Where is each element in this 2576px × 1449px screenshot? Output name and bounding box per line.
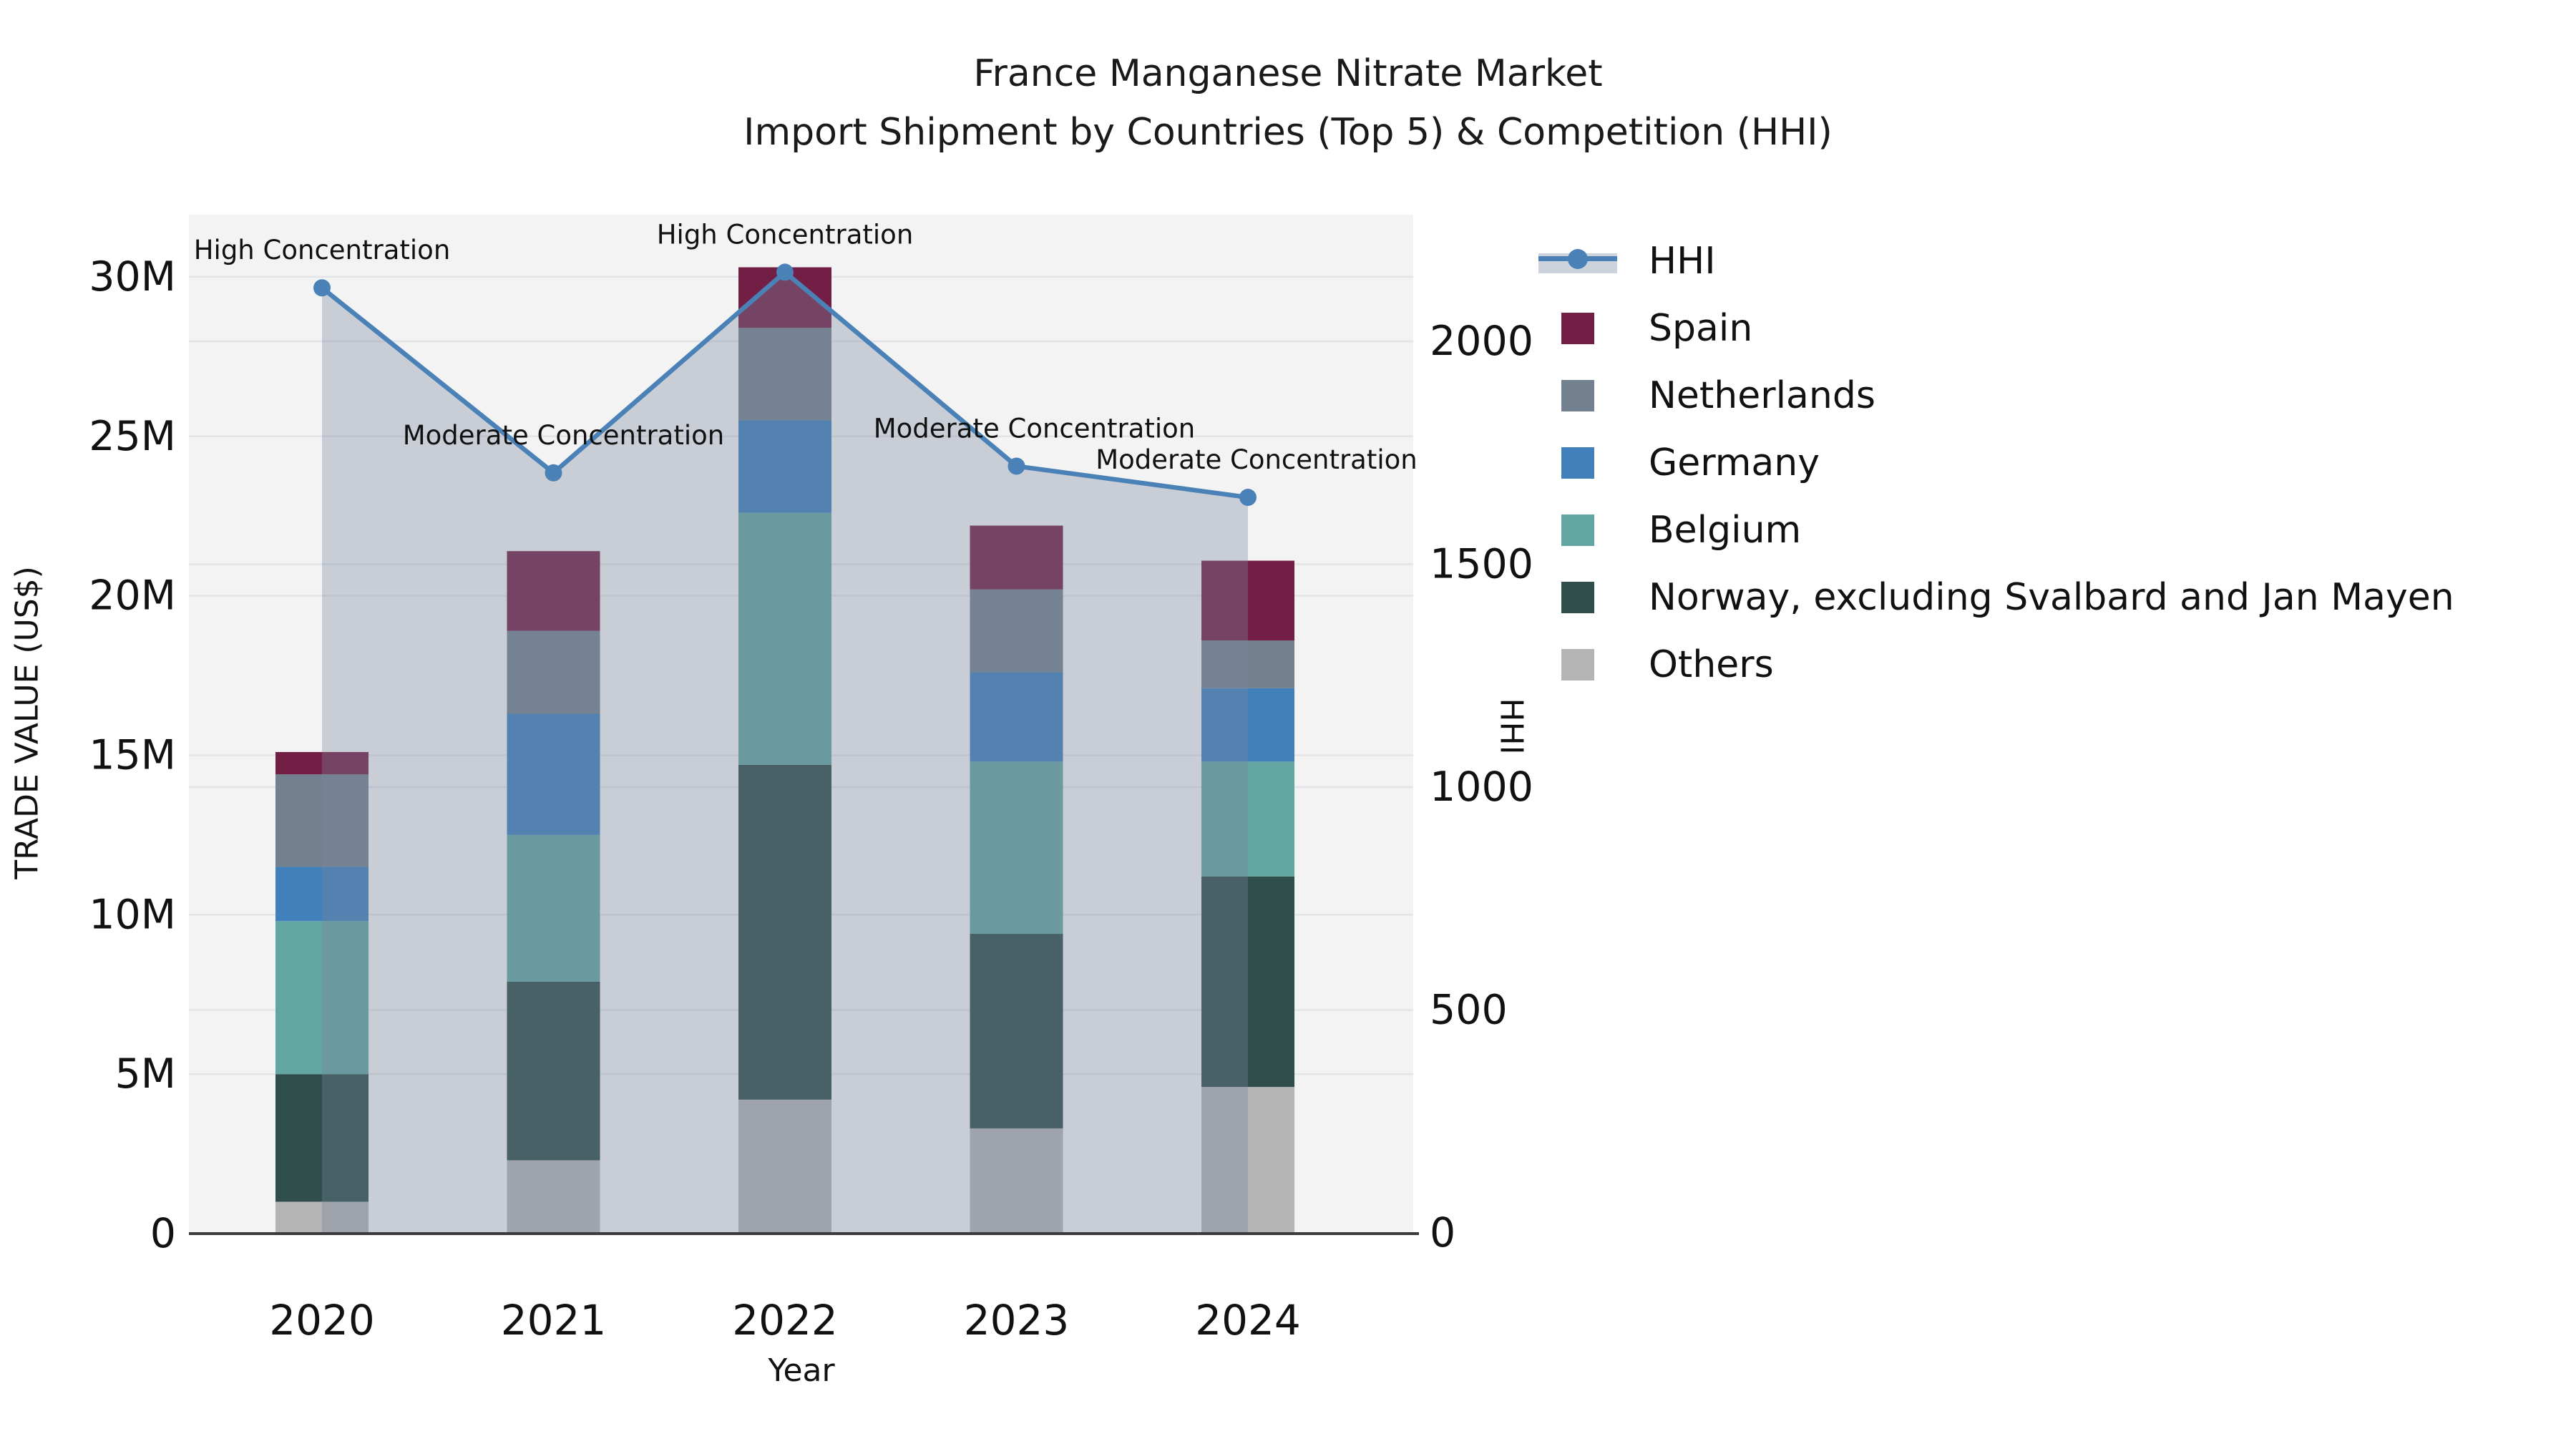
y-left-tick-20M: 20M [89, 572, 176, 620]
bar-segment-2024-germany [1201, 688, 1294, 762]
x-tick-2021: 2021 [501, 1296, 607, 1345]
color-swatch-icon [1538, 362, 1617, 429]
legend-item-others: Others [1538, 631, 2454, 698]
bar-segment-2022-netherlands [738, 328, 831, 421]
legend-item-netherlands: Netherlands [1538, 362, 2454, 429]
legend-label: Norway, excluding Svalbard and Jan Mayen [1649, 576, 2454, 619]
legend-label: Others [1649, 643, 1774, 686]
bar-segment-2020-germany [275, 867, 369, 922]
legend: HHI Spain Netherlands Germany Belgium Norway,… [1538, 228, 2454, 698]
hhi-marker-2023 [1008, 457, 1025, 475]
bar-segment-2020-others [275, 1201, 369, 1234]
legend-item-norway: Norway, excluding Svalbard and Jan Mayen [1538, 564, 2454, 631]
x-tick-2023: 2023 [964, 1296, 1070, 1345]
annotation-2022: High Concentration [657, 219, 914, 250]
hhi-marker-2022 [776, 263, 794, 281]
color-swatch-icon [1538, 295, 1617, 362]
hhi-marker-2024 [1239, 489, 1257, 507]
swatch-spain [1561, 313, 1594, 344]
y-right-tick-500: 500 [1430, 987, 1508, 1034]
annotation-2020: High Concentration [194, 235, 451, 265]
y-right-tick-2000: 2000 [1430, 318, 1533, 365]
y-left-tick-0: 0 [150, 1210, 176, 1257]
y-left-tick-10M: 10M [89, 891, 176, 938]
x-axis-label: Year [767, 1352, 835, 1389]
hhi-marker-2021 [545, 464, 562, 482]
x-tick-2022: 2022 [732, 1296, 838, 1345]
legend-label: Netherlands [1649, 374, 1875, 417]
y-left-tick-30M: 30M [89, 253, 176, 301]
legend-item-belgium: Belgium [1538, 497, 2454, 564]
hhi-line-icon [1538, 228, 1617, 295]
bar-segment-2021-norway [507, 981, 600, 1161]
swatch-others [1561, 649, 1594, 680]
bar-segment-2021-spain [507, 551, 600, 631]
y-left-tick-25M: 25M [89, 413, 176, 460]
y-right-axis-label: HHI [1493, 698, 1530, 754]
bar-segment-2020-belgium [275, 921, 369, 1075]
bar-segment-2022-norway [738, 764, 831, 1100]
swatch-germany [1561, 447, 1594, 479]
legend-item-germany: Germany [1538, 429, 2454, 497]
bar-segment-2021-netherlands [507, 630, 600, 714]
y-left-axis-label: TRADE VALUE (US$) [9, 566, 46, 880]
legend-label: Spain [1649, 307, 1753, 350]
bar-segment-2023-norway [970, 934, 1063, 1128]
color-swatch-icon [1538, 564, 1617, 631]
swatch-netherlands [1561, 380, 1594, 411]
chart-title-line1: France Manganese Nitrate Market [973, 52, 1603, 95]
bar-segment-2022-germany [738, 420, 831, 513]
hhi-marker-2020 [313, 279, 331, 297]
bar-segment-2024-spain [1201, 560, 1294, 640]
color-swatch-icon [1538, 429, 1617, 497]
swatch-belgium [1561, 514, 1594, 546]
hhi-legend-symbol-part [1568, 249, 1588, 269]
legend-item-spain: Spain [1538, 295, 2454, 362]
bar-segment-2020-norway [275, 1074, 369, 1202]
annotation-2021: Moderate Concentration [403, 420, 724, 451]
bar-segment-2024-belgium [1201, 761, 1294, 877]
y-right-tick-0: 0 [1430, 1209, 1455, 1257]
x-tick-2024: 2024 [1195, 1296, 1301, 1345]
y-right-tick-1500: 1500 [1430, 541, 1533, 588]
bar-segment-2021-others [507, 1160, 600, 1234]
annotation-2024: Moderate Concentration [1096, 444, 1417, 475]
bar-segment-2022-others [738, 1099, 831, 1234]
bar-segment-2023-netherlands [970, 589, 1063, 673]
legend-item-hhi: HHI [1538, 228, 2454, 295]
bar-segment-2024-norway [1201, 876, 1294, 1087]
y-left-tick-15M: 15M [89, 731, 176, 779]
bar-segment-2023-others [970, 1128, 1063, 1234]
bar-segment-2024-netherlands [1201, 640, 1294, 688]
legend-label: Belgium [1649, 509, 1802, 552]
y-right-tick-1000: 1000 [1430, 763, 1533, 811]
bar-segment-2021-germany [507, 713, 600, 835]
annotation-2023: Moderate Concentration [874, 413, 1195, 444]
color-swatch-icon [1538, 497, 1617, 564]
bar-segment-2023-germany [970, 672, 1063, 762]
bar-segment-2023-belgium [970, 761, 1063, 935]
legend-label: HHI [1649, 240, 1716, 283]
bar-segment-2023-spain [970, 525, 1063, 590]
bar-segment-2020-spain [275, 751, 369, 775]
legend-label: Germany [1649, 441, 1820, 484]
x-tick-2020: 2020 [269, 1296, 375, 1345]
bar-segment-2020-netherlands [275, 774, 369, 867]
chart-title: France Manganese Nitrate Market Import S… [0, 44, 2576, 162]
bar-segment-2021-belgium [507, 834, 600, 982]
color-swatch-icon [1538, 631, 1617, 698]
swatch-norway [1561, 582, 1594, 613]
chart-title-line2: Import Shipment by Countries (Top 5) & C… [743, 111, 1833, 154]
hhi-area-fill [322, 272, 1248, 1234]
y-left-tick-5M: 5M [115, 1050, 176, 1098]
bar-segment-2024-others [1201, 1086, 1294, 1234]
bar-segment-2022-belgium [738, 512, 831, 765]
